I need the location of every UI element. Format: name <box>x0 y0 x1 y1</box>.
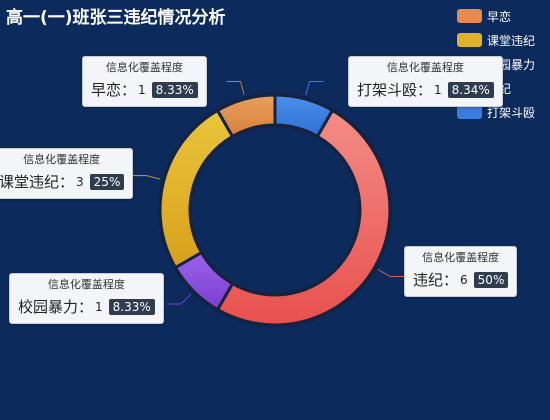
donut-slices <box>158 93 392 327</box>
callout-name: 违纪 <box>413 271 444 289</box>
callout-课堂违纪: 信息化覆盖程度 课堂违纪： 3 25% <box>0 148 134 199</box>
leader-line-校园暴力 <box>166 293 192 305</box>
callout-colon: ： <box>417 81 433 99</box>
callout-title: 信息化覆盖程度 <box>47 278 125 291</box>
callout-title: 信息化覆盖程度 <box>105 61 183 74</box>
callout-percent: 25% <box>89 174 125 190</box>
legend-swatch <box>457 9 482 23</box>
leader-line-打架斗殴 <box>305 81 324 96</box>
legend-swatch <box>457 33 482 47</box>
callout-违纪: 信息化覆盖程度 违纪： 6 50% <box>404 246 518 297</box>
donut-hole <box>190 125 360 295</box>
chart-title: 高一(一)班张三违纪情况分析 <box>6 8 226 28</box>
callout-早恋: 信息化覆盖程度 早恋： 1 8.33% <box>82 56 207 107</box>
callout-percent: 8.33% <box>151 82 198 98</box>
callout-colon: ： <box>59 173 75 191</box>
legend-item-课堂违纪[interactable]: 课堂违纪 <box>457 28 535 52</box>
leader-lines <box>132 81 405 305</box>
callout-title: 信息化覆盖程度 <box>386 61 464 74</box>
callout-校园暴力: 信息化覆盖程度 校园暴力： 1 8.33% <box>9 273 164 324</box>
leader-line-课堂违纪 <box>132 175 161 180</box>
callout-value: 6 <box>460 273 468 287</box>
legend-label: 早恋 <box>487 9 512 24</box>
callout-name: 校园暴力 <box>18 298 79 316</box>
callout-value: 1 <box>434 83 442 97</box>
leader-line-违纪 <box>377 269 405 277</box>
callout-percent: 8.33% <box>108 299 155 315</box>
callout-name: 课堂违纪 <box>0 173 60 191</box>
callout-name: 打架斗殴 <box>357 81 418 99</box>
leader-line-早恋 <box>226 81 245 96</box>
legend-label: 课堂违纪 <box>487 33 536 48</box>
callout-value: 3 <box>76 175 84 189</box>
callout-打架斗殴: 信息化覆盖程度 打架斗殴： 1 8.34% <box>348 56 503 107</box>
callout-value: 1 <box>138 83 146 97</box>
callout-percent: 8.34% <box>447 82 494 98</box>
callout-title: 信息化覆盖程度 <box>422 251 500 264</box>
legend-item-打架斗殴[interactable]: 打架斗殴 <box>457 100 535 124</box>
callout-colon: ： <box>121 81 137 99</box>
legend-swatch <box>457 105 482 119</box>
callout-value: 1 <box>95 300 103 314</box>
callout-colon: ： <box>443 271 459 289</box>
callout-percent: 50% <box>473 272 509 288</box>
legend-item-早恋[interactable]: 早恋 <box>457 4 535 28</box>
callout-name: 早恋 <box>91 81 122 99</box>
callout-colon: ： <box>78 298 94 316</box>
callout-title: 信息化覆盖程度 <box>23 153 101 166</box>
legend-label: 打架斗殴 <box>487 105 536 120</box>
